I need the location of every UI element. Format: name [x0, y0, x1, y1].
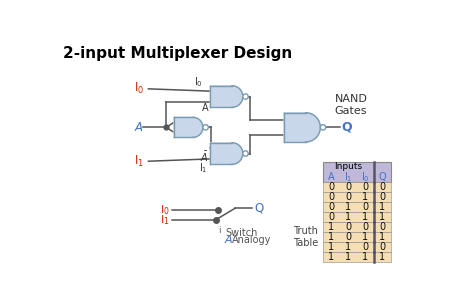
Text: Inputs: Inputs — [334, 163, 363, 171]
Text: 2-input Multiplexer Design: 2-input Multiplexer Design — [63, 47, 292, 61]
Circle shape — [243, 94, 248, 99]
Text: Analogy: Analogy — [232, 235, 272, 245]
Text: 0: 0 — [379, 222, 385, 232]
Text: i: i — [219, 226, 221, 235]
Text: A: A — [224, 235, 232, 245]
Text: 0: 0 — [345, 232, 351, 242]
Text: 0: 0 — [362, 222, 368, 232]
Text: Switch: Switch — [226, 228, 258, 238]
Circle shape — [243, 151, 248, 156]
Bar — [323, 242, 391, 252]
Text: 0: 0 — [379, 242, 385, 252]
Text: 0: 0 — [362, 242, 368, 252]
Bar — [323, 182, 391, 192]
Text: 0: 0 — [362, 202, 368, 212]
Text: 0: 0 — [345, 222, 351, 232]
Text: 0: 0 — [345, 192, 351, 202]
Text: 0: 0 — [379, 192, 385, 202]
Text: 1: 1 — [379, 212, 385, 222]
Text: 1: 1 — [362, 192, 368, 202]
Circle shape — [320, 125, 326, 130]
Text: 0: 0 — [328, 192, 334, 202]
Text: I$_0$: I$_0$ — [135, 81, 145, 96]
Text: 1: 1 — [379, 252, 385, 262]
Text: A: A — [135, 121, 142, 134]
Text: 1: 1 — [362, 232, 368, 242]
Polygon shape — [210, 143, 243, 164]
Text: 1: 1 — [328, 252, 334, 262]
Text: 1: 1 — [345, 212, 351, 222]
Text: I$_0$: I$_0$ — [361, 170, 370, 184]
Text: 1: 1 — [345, 252, 351, 262]
Text: I$_0$: I$_0$ — [160, 203, 169, 217]
Text: 1: 1 — [362, 252, 368, 262]
Text: 0: 0 — [328, 202, 334, 212]
Text: A: A — [201, 103, 208, 113]
Bar — [323, 192, 391, 202]
Text: I$_1$: I$_1$ — [160, 213, 169, 227]
Text: Q: Q — [379, 172, 386, 182]
Text: Q: Q — [341, 121, 352, 134]
Text: 1: 1 — [345, 202, 351, 212]
Text: A: A — [328, 172, 335, 182]
Bar — [323, 212, 391, 222]
Text: 1: 1 — [379, 202, 385, 212]
Text: I$_1$: I$_1$ — [135, 154, 145, 169]
Text: I$_1$: I$_1$ — [200, 161, 208, 175]
Bar — [323, 162, 391, 182]
Bar — [323, 252, 391, 262]
Circle shape — [203, 125, 209, 130]
Polygon shape — [284, 113, 320, 142]
Text: I$_0$: I$_0$ — [194, 75, 202, 89]
Text: 0: 0 — [328, 212, 334, 222]
Text: 0: 0 — [328, 182, 334, 192]
Text: Q: Q — [255, 202, 264, 215]
Text: 0: 0 — [379, 182, 385, 192]
Text: NAND
Gates: NAND Gates — [334, 94, 367, 116]
Text: $\bar{A}$: $\bar{A}$ — [201, 150, 209, 164]
Text: Truth
Table: Truth Table — [293, 226, 318, 248]
Bar — [323, 202, 391, 212]
Text: 1: 1 — [328, 242, 334, 252]
Text: I$_1$: I$_1$ — [344, 170, 353, 184]
Polygon shape — [210, 86, 243, 107]
Text: 1: 1 — [379, 232, 385, 242]
Bar — [323, 232, 391, 242]
Text: 1: 1 — [362, 212, 368, 222]
Text: 1: 1 — [328, 232, 334, 242]
Text: 0: 0 — [345, 182, 351, 192]
Text: 0: 0 — [362, 182, 368, 192]
Bar — [323, 222, 391, 232]
Text: 1: 1 — [345, 242, 351, 252]
Polygon shape — [174, 117, 203, 137]
Text: 1: 1 — [328, 222, 334, 232]
